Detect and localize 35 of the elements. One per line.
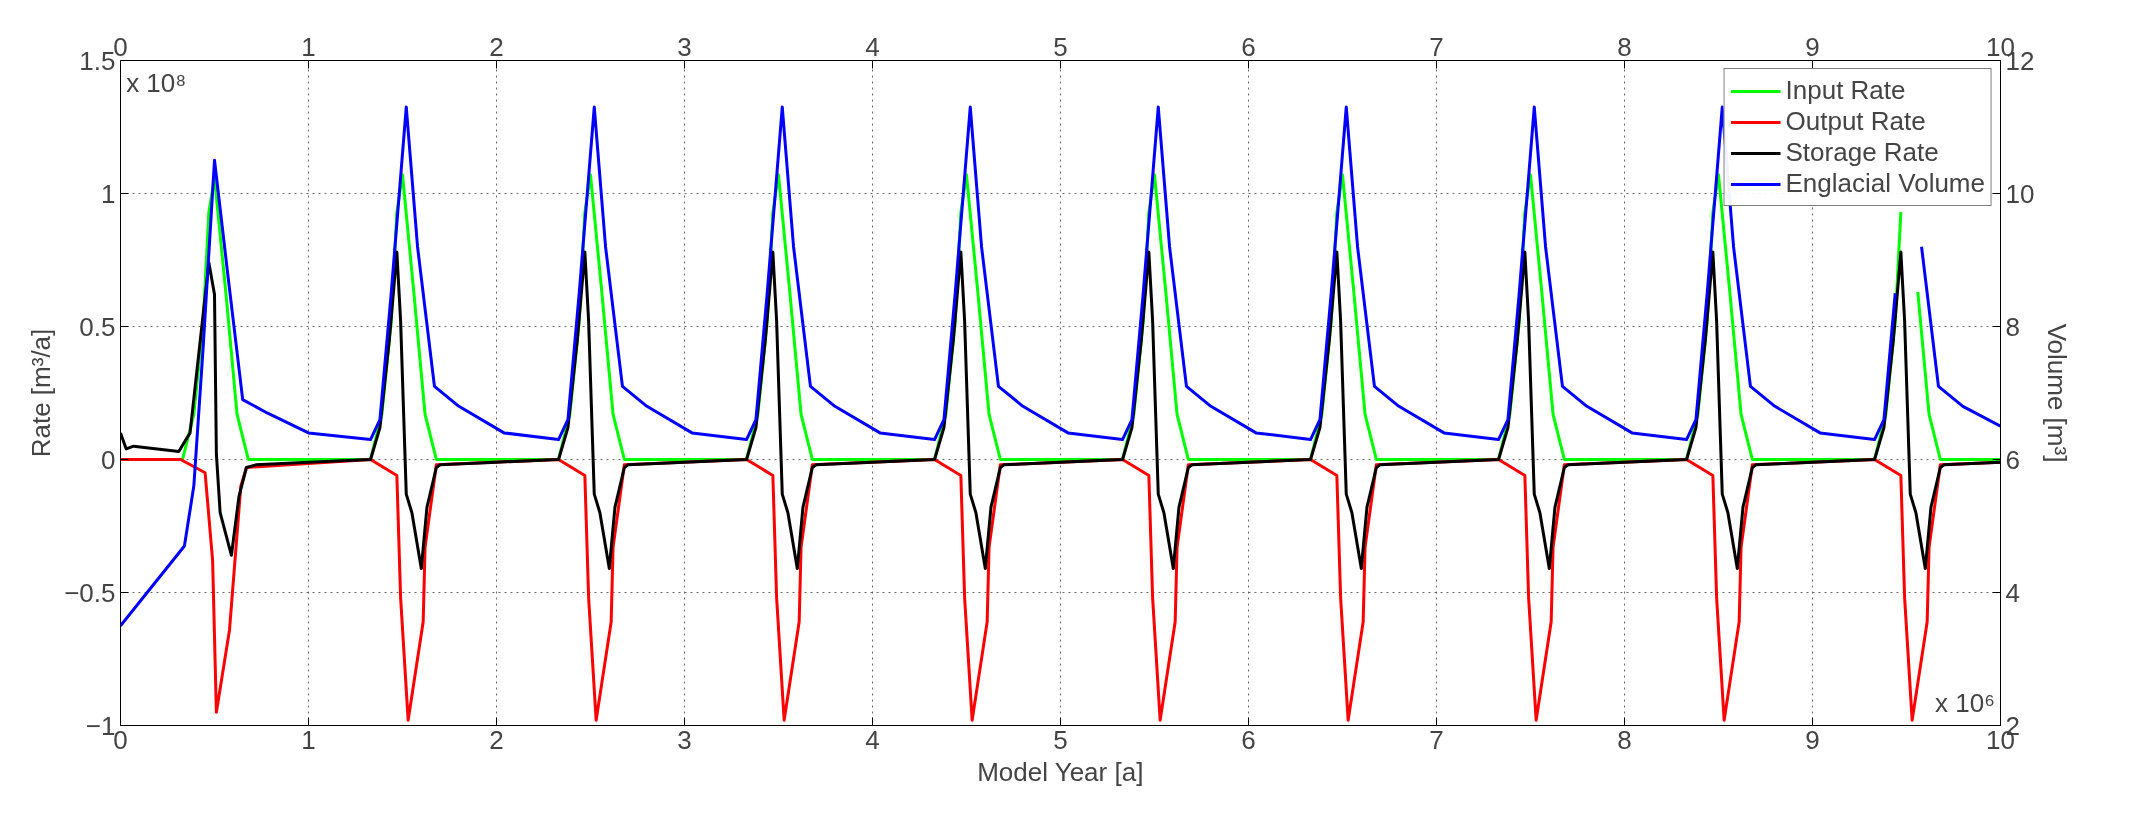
x-tick-label: 3 bbox=[677, 31, 692, 62]
x-tick-label: 1 bbox=[301, 31, 316, 62]
y2-tick-label: 4 bbox=[2005, 577, 2020, 608]
x-tick-label: 7 bbox=[1429, 31, 1444, 62]
x2-tick-label: 2 bbox=[489, 724, 504, 755]
annotation: x 10⁶ bbox=[1935, 687, 1995, 718]
y-tick-label: −0.5 bbox=[64, 577, 116, 608]
x-tick-label: 4 bbox=[865, 31, 880, 62]
y2-tick-label: 10 bbox=[2005, 178, 2035, 209]
x2-tick-label: 9 bbox=[1805, 724, 1820, 755]
y2-axis-title: Volume [m³] bbox=[2042, 323, 2073, 463]
y2-tick-label: 6 bbox=[2005, 444, 2020, 475]
x2-tick-label: 8 bbox=[1617, 724, 1632, 755]
x-tick-label: 6 bbox=[1241, 31, 1256, 62]
x2-tick-label: 3 bbox=[677, 724, 692, 755]
annotation: x 10⁸ bbox=[126, 68, 187, 99]
y2-tick-label: 8 bbox=[2005, 311, 2020, 342]
y-axis-title: Rate [m³/a] bbox=[26, 328, 57, 458]
x2-tick-label: 6 bbox=[1241, 724, 1256, 755]
legend-label: Output Rate bbox=[1785, 106, 1926, 137]
x2-tick-label: 4 bbox=[865, 724, 880, 755]
x-tick-label: 5 bbox=[1053, 31, 1068, 62]
x-tick-label: 2 bbox=[489, 31, 504, 62]
y-tick-label: 0.5 bbox=[79, 311, 116, 342]
legend-label: Storage Rate bbox=[1785, 137, 1939, 168]
x-axis-title: Model Year [a] bbox=[977, 756, 1144, 787]
x2-tick-label: 7 bbox=[1429, 724, 1444, 755]
legend-label: Input Rate bbox=[1785, 75, 1906, 106]
legend-label: Englacial Volume bbox=[1785, 168, 1985, 199]
x-tick-label: 9 bbox=[1805, 31, 1820, 62]
x2-tick-label: 5 bbox=[1053, 724, 1068, 755]
y-tick-label: 1 bbox=[101, 178, 116, 209]
y-tick-label: 0 bbox=[101, 444, 116, 475]
x2-tick-label: 1 bbox=[301, 724, 316, 755]
x-tick-label: 8 bbox=[1617, 31, 1632, 62]
